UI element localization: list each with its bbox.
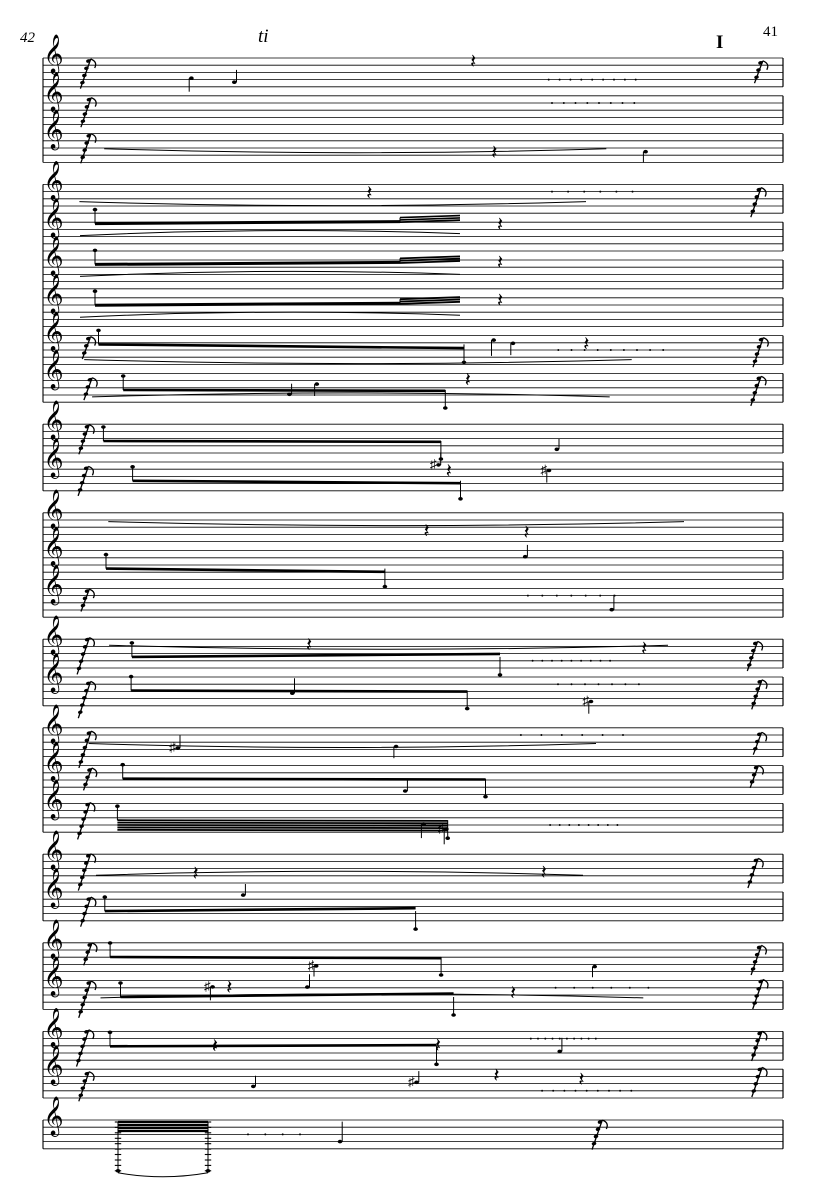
svg-text:𝄞: 𝄞: [44, 237, 64, 277]
svg-text:𝄞: 𝄞: [44, 401, 64, 441]
svg-text:𝄽: 𝄽: [435, 1035, 441, 1057]
svg-text:𝄞: 𝄞: [44, 654, 64, 694]
svg-text:𝄽: 𝄽: [524, 522, 530, 544]
svg-text:𝄞: 𝄞: [44, 111, 64, 151]
svg-text:𝄽: 𝄽: [497, 214, 503, 236]
svg-text:𝄞: 𝄞: [44, 1097, 64, 1137]
svg-text:𝄽: 𝄽: [497, 252, 503, 274]
svg-text:𝄽: 𝄽: [497, 290, 503, 312]
svg-text:𝄞: 𝄞: [44, 1008, 64, 1048]
svg-text:𝄞: 𝄞: [44, 743, 64, 783]
svg-text:𝄞: 𝄞: [44, 350, 64, 390]
svg-text:𝄽: 𝄽: [465, 369, 471, 391]
svg-text:𝄽: 𝄽: [470, 51, 476, 73]
svg-text:♯: ♯: [408, 1074, 415, 1089]
svg-text:♯: ♯: [583, 693, 590, 708]
svg-text:♯: ♯: [541, 462, 548, 477]
svg-text:𝄞: 𝄞: [44, 313, 64, 353]
svg-text:𝄞: 𝄞: [44, 275, 64, 315]
svg-text:𝄞: 𝄞: [44, 161, 64, 201]
svg-text:𝄽: 𝄽: [212, 1035, 218, 1057]
svg-text:𝄞: 𝄞: [44, 1046, 64, 1086]
svg-text:𝄞: 𝄞: [44, 616, 64, 656]
svg-text:𝄞: 𝄞: [44, 439, 64, 479]
svg-text:♯: ♯: [308, 958, 315, 973]
svg-text:𝄽: 𝄽: [493, 1065, 499, 1087]
svg-text:𝄞: 𝄞: [44, 35, 64, 75]
svg-text:𝄞: 𝄞: [44, 73, 64, 113]
svg-text:𝄽: 𝄽: [226, 977, 232, 999]
svg-text:♯: ♯: [430, 456, 437, 471]
svg-text:𝄽: 𝄽: [366, 183, 372, 205]
svg-text:𝄽: 𝄽: [193, 863, 199, 885]
svg-text:𝄞: 𝄞: [44, 831, 64, 871]
svg-text:𝄞: 𝄞: [44, 490, 64, 530]
svg-text:♯: ♯: [438, 821, 445, 836]
svg-text:𝄞: 𝄞: [44, 958, 64, 998]
svg-text:𝄽: 𝄽: [583, 333, 589, 355]
svg-text:𝄞: 𝄞: [44, 869, 64, 909]
svg-text:𝄽: 𝄽: [541, 862, 547, 884]
svg-text:𝄞: 𝄞: [44, 920, 64, 960]
svg-text:𝄽: 𝄽: [446, 460, 452, 482]
svg-text:♯: ♯: [169, 740, 176, 755]
svg-text:𝄞: 𝄞: [44, 528, 64, 568]
svg-text:𝄽: 𝄽: [491, 142, 497, 164]
svg-text:𝄽: 𝄽: [641, 638, 647, 660]
svg-text:𝄞: 𝄞: [44, 199, 64, 239]
svg-text:𝄽: 𝄽: [306, 635, 312, 657]
svg-text:𝄽: 𝄽: [510, 983, 516, 1005]
svg-text:♯: ♯: [204, 978, 211, 993]
svg-text:𝄞: 𝄞: [44, 780, 64, 820]
svg-text:𝄽: 𝄽: [424, 521, 430, 543]
svg-text:𝄞: 𝄞: [44, 565, 64, 605]
svg-text:𝄽: 𝄽: [578, 1069, 584, 1091]
svg-text:𝄞: 𝄞: [44, 705, 64, 745]
